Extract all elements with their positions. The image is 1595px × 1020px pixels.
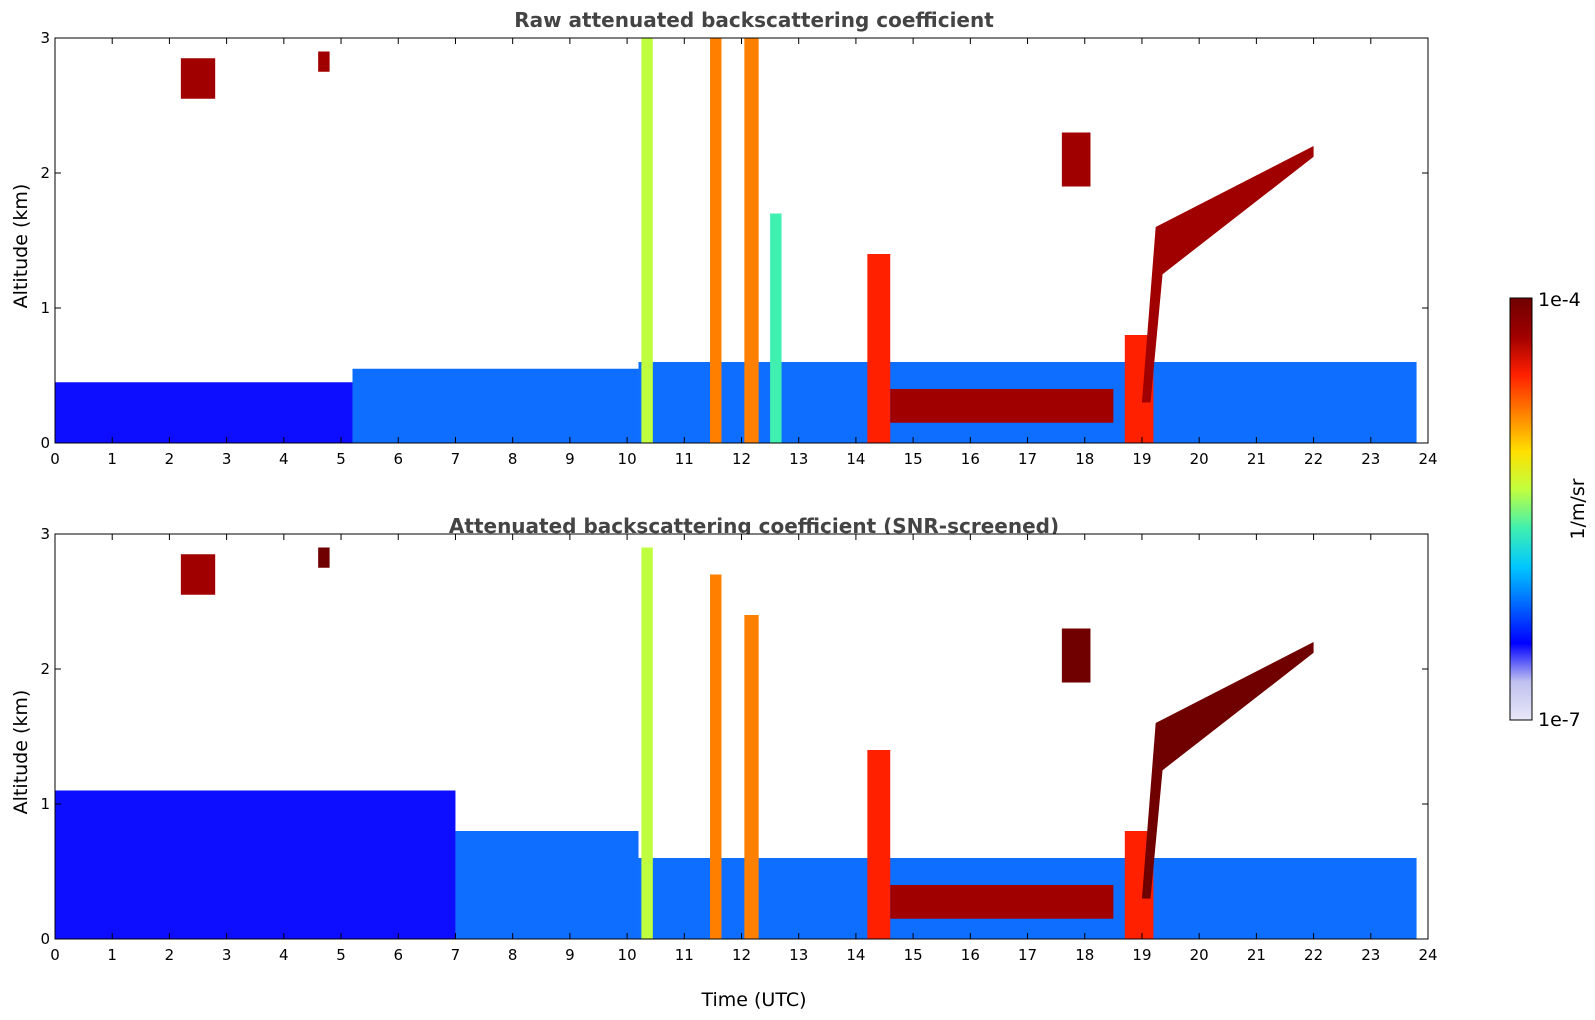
x-tick-label: 24 — [1418, 450, 1437, 468]
x-tick-label: 17 — [1018, 450, 1037, 468]
x-tick-label: 11 — [675, 946, 694, 964]
x-tick-label: 9 — [565, 450, 575, 468]
x-tick-label: 7 — [451, 450, 461, 468]
column-7 — [867, 254, 891, 443]
panel1-title: Raw attenuated backscattering coefficien… — [514, 8, 994, 32]
x-tick-label: 0 — [50, 450, 60, 468]
x-tick-label: 12 — [732, 946, 751, 964]
x-tick-label: 1 — [107, 946, 117, 964]
panel2-y-axis-label: Altitude (km) — [10, 690, 32, 815]
y-tick-label: 0 — [40, 434, 50, 452]
column-6 — [770, 213, 782, 443]
y-tick-label: 1 — [40, 795, 50, 813]
patch-11 — [180, 554, 216, 595]
x-tick-label: 20 — [1190, 450, 1209, 468]
patch-10 — [1061, 628, 1091, 683]
panel1-y-axis-label: Altitude (km) — [10, 184, 32, 309]
colorbar-max-label: 1e-4 — [1538, 289, 1581, 311]
panel2-plot-area: 0 1 2 3 4 5 6 7 8 9 10 11 12 13 14 15 16 17 18 19 20 21 22 23 24… — [40, 525, 1437, 964]
panel1-plot-area: 0 1 2 3 4 5 6 7 8 9 10 11 12 13 14 15 16 17 18 19 20 21 22 23 24… — [40, 29, 1437, 468]
column-3 — [641, 547, 653, 939]
layer-8 — [890, 885, 1114, 919]
x-tick-label: 22 — [1304, 450, 1323, 468]
x-tick-label: 13 — [789, 450, 808, 468]
x-axis-label: Time (UTC) — [700, 989, 806, 1011]
colorbar-min-label: 1e-7 — [1538, 709, 1581, 731]
x-tick-label: 20 — [1190, 946, 1209, 964]
x-tick-label: 15 — [904, 946, 923, 964]
boundary-layer-0 — [55, 790, 456, 939]
x-tick-label: 5 — [336, 946, 346, 964]
x-tick-label: 17 — [1018, 946, 1037, 964]
x-tick-label: 7 — [451, 946, 461, 964]
x-tick-label: 3 — [222, 946, 232, 964]
x-tick-label: 16 — [961, 946, 980, 964]
x-tick-label: 10 — [618, 450, 637, 468]
x-tick-label: 14 — [846, 946, 865, 964]
y-tick-label: 2 — [40, 164, 50, 182]
x-tick-label: 14 — [846, 450, 865, 468]
column-5 — [744, 38, 759, 443]
x-tick-label: 16 — [961, 450, 980, 468]
x-tick-label: 24 — [1418, 946, 1437, 964]
column-6 — [867, 750, 891, 939]
patch-13 — [318, 51, 330, 72]
x-tick-label: 15 — [904, 450, 923, 468]
x-tick-label: 2 — [165, 450, 175, 468]
colorbar — [1509, 297, 1533, 721]
x-tick-label: 13 — [789, 946, 808, 964]
x-tick-label: 4 — [279, 450, 289, 468]
x-tick-label: 8 — [508, 946, 518, 964]
y-tick-label: 3 — [40, 525, 50, 543]
layer-9 — [890, 389, 1114, 423]
x-tick-label: 3 — [222, 450, 232, 468]
patch-12 — [180, 58, 216, 99]
x-tick-label: 19 — [1132, 946, 1151, 964]
patch-12 — [318, 547, 330, 568]
column-3 — [641, 38, 653, 443]
y-tick-label: 1 — [40, 299, 50, 317]
x-tick-label: 11 — [675, 450, 694, 468]
x-tick-label: 23 — [1361, 946, 1380, 964]
boundary-layer-1 — [455, 831, 639, 939]
boundary-layer-1 — [352, 368, 639, 443]
boundary-layer-0 — [55, 382, 353, 443]
y-tick-label: 2 — [40, 660, 50, 678]
x-tick-label: 21 — [1247, 946, 1266, 964]
colorbar-unit-label: 1/m/sr — [1567, 478, 1589, 539]
y-tick-label: 3 — [40, 29, 50, 47]
column-5 — [744, 615, 759, 939]
column-4 — [710, 574, 722, 939]
column-4 — [710, 38, 722, 443]
x-tick-label: 0 — [50, 946, 60, 964]
x-tick-label: 18 — [1075, 946, 1094, 964]
x-tick-label: 6 — [393, 946, 403, 964]
x-tick-label: 1 — [107, 450, 117, 468]
x-tick-label: 23 — [1361, 450, 1380, 468]
x-tick-label: 19 — [1132, 450, 1151, 468]
x-tick-label: 21 — [1247, 450, 1266, 468]
patch-11 — [1061, 132, 1091, 187]
x-tick-label: 5 — [336, 450, 346, 468]
x-tick-label: 8 — [508, 450, 518, 468]
x-tick-label: 4 — [279, 946, 289, 964]
x-tick-label: 6 — [393, 450, 403, 468]
cloud-layer-9 — [1141, 642, 1314, 899]
x-tick-label: 12 — [732, 450, 751, 468]
y-tick-label: 0 — [40, 930, 50, 948]
x-tick-label: 10 — [618, 946, 637, 964]
cloud-layer-10 — [1141, 146, 1314, 403]
x-tick-label: 22 — [1304, 946, 1323, 964]
x-tick-label: 2 — [165, 946, 175, 964]
x-tick-label: 9 — [565, 946, 575, 964]
x-tick-label: 18 — [1075, 450, 1094, 468]
